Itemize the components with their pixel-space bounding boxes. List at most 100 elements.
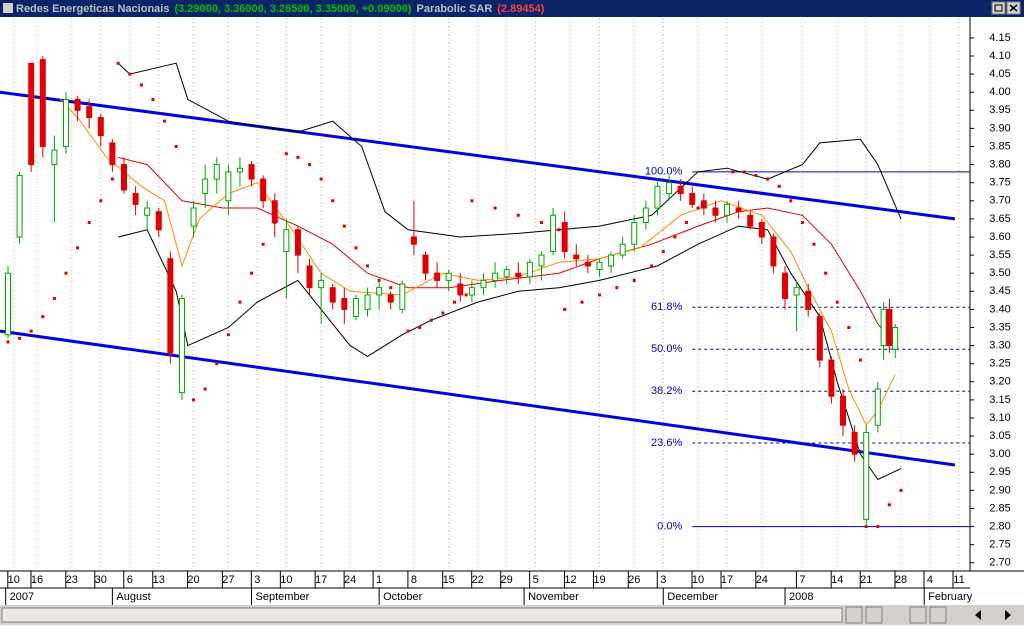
sar-dot xyxy=(139,83,143,87)
candle-body xyxy=(840,395,847,426)
prev-page-button[interactable] xyxy=(929,606,947,624)
candle-body xyxy=(318,279,325,289)
sar-dot xyxy=(650,264,654,268)
y-tick-label: 3.50 xyxy=(989,267,1010,279)
sar-dot xyxy=(110,177,114,181)
sar-dot xyxy=(418,325,422,329)
fib-label: 100.0% xyxy=(645,166,683,178)
candle-body xyxy=(596,261,603,271)
sar-dot xyxy=(557,228,561,232)
candle-body xyxy=(387,294,394,303)
restore-icon xyxy=(994,4,1003,12)
first-button[interactable] xyxy=(909,606,927,624)
candle-body xyxy=(5,272,12,336)
sar-dot xyxy=(151,97,155,101)
sar-dot xyxy=(632,278,636,282)
fib-label: 38.2% xyxy=(651,385,682,397)
candle-body xyxy=(770,236,777,267)
candle-body xyxy=(271,200,278,224)
candle-body xyxy=(550,214,557,252)
candle-body xyxy=(573,254,580,260)
y-tick-label: 2.95 xyxy=(989,466,1010,478)
candle-body xyxy=(120,164,127,191)
sar-dot xyxy=(52,297,56,301)
x-tick-label: 12 xyxy=(564,574,576,586)
candle-body xyxy=(294,229,301,256)
indicator-value: (2.89454) xyxy=(497,3,544,15)
candle-body xyxy=(492,272,499,281)
indicator-line xyxy=(118,225,902,481)
y-tick-label: 3.90 xyxy=(989,122,1010,134)
y-tick-label: 3.15 xyxy=(989,394,1010,406)
sar-dot xyxy=(661,249,665,253)
sar-dot xyxy=(452,300,456,304)
y-tick-label: 3.45 xyxy=(989,285,1010,297)
candle-body xyxy=(376,287,383,296)
y-tick-label: 3.10 xyxy=(989,412,1010,424)
candle-body xyxy=(584,261,591,267)
candle-body xyxy=(399,283,406,310)
window-icon[interactable] xyxy=(3,3,13,13)
sar-dot xyxy=(696,206,700,210)
sar-dot xyxy=(615,286,619,290)
candle-body xyxy=(677,185,684,195)
sar-dot xyxy=(29,329,33,333)
sar-dot xyxy=(76,246,80,250)
y-tick-label: 4.10 xyxy=(989,50,1010,62)
candle-body xyxy=(248,164,255,180)
x-tick-label: 20 xyxy=(187,574,199,586)
chart-title: Redes Energeticas Nacionais xyxy=(16,3,169,15)
x-tick-label: 11 xyxy=(953,574,964,586)
sar-dot xyxy=(563,307,567,311)
candle-body xyxy=(97,117,104,137)
candle-body xyxy=(457,283,464,296)
candle-body xyxy=(341,298,348,310)
candle-body xyxy=(364,294,371,310)
candle-body xyxy=(178,298,185,394)
sar-dot xyxy=(429,318,433,322)
candle-body xyxy=(816,316,823,361)
y-tick-label: 2.70 xyxy=(989,557,1010,569)
month-label: August xyxy=(116,591,150,603)
candle-body xyxy=(654,185,661,209)
sar-dot xyxy=(18,336,22,340)
x-tick-label: 7 xyxy=(799,574,805,586)
sar-dot xyxy=(406,329,410,333)
y-tick-label: 3.95 xyxy=(989,104,1010,116)
x-tick-label: 8 xyxy=(411,574,417,586)
candle-body xyxy=(747,214,754,227)
sar-dot xyxy=(766,177,770,181)
sar-dot xyxy=(284,152,288,156)
zoom-out-button[interactable] xyxy=(845,606,863,624)
candle-body xyxy=(619,243,626,256)
x-tick-label: 28 xyxy=(895,574,907,586)
scroll-track[interactable] xyxy=(1,607,843,623)
sar-dot xyxy=(238,300,242,304)
candle-body xyxy=(39,59,46,147)
sar-dot xyxy=(64,271,68,275)
sar-dot xyxy=(876,525,880,529)
x-tick-label: 21 xyxy=(860,574,872,586)
sar-dot xyxy=(516,213,520,217)
restore-button[interactable] xyxy=(991,1,1006,15)
sar-dot xyxy=(389,286,393,290)
sar-dot xyxy=(580,300,584,304)
sar-dot xyxy=(858,358,862,362)
candle-body xyxy=(828,359,835,397)
sar-dot xyxy=(308,163,312,167)
sar-dot xyxy=(731,170,735,174)
sar-dot xyxy=(163,119,167,123)
y-tick-label: 3.55 xyxy=(989,249,1010,261)
month-label: 2008 xyxy=(789,591,813,603)
candle-body xyxy=(329,287,336,303)
y-tick-label: 3.30 xyxy=(989,339,1010,351)
candle-body xyxy=(863,431,870,520)
zoom-in-button[interactable] xyxy=(865,606,883,624)
sar-dot xyxy=(128,72,132,76)
y-tick-label: 4.00 xyxy=(989,86,1010,98)
y-tick-label: 3.65 xyxy=(989,213,1010,225)
candle-body xyxy=(642,207,649,224)
sar-dot xyxy=(215,362,219,366)
candle-body xyxy=(735,207,742,213)
